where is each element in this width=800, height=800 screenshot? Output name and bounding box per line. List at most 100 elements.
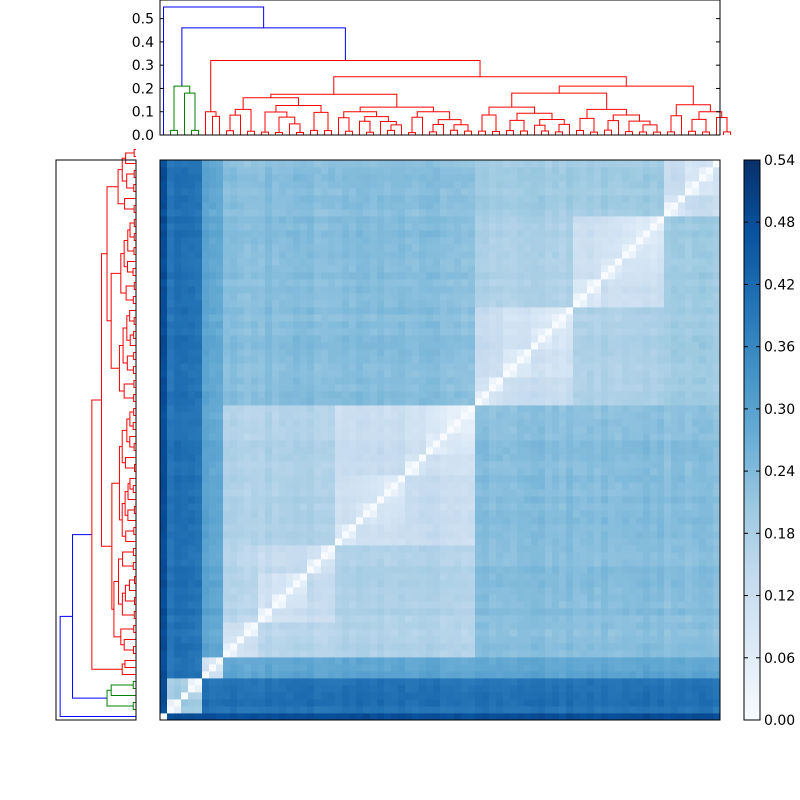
heatmap-cell <box>419 496 427 504</box>
heatmap-cell <box>321 594 329 602</box>
heatmap-cell <box>629 440 637 448</box>
heatmap-cell <box>209 461 217 469</box>
heatmap-cell <box>454 531 462 539</box>
heatmap-cell <box>412 363 420 371</box>
heatmap-cell <box>657 468 665 476</box>
heatmap-cell <box>615 678 623 686</box>
heatmap-cell <box>608 713 616 721</box>
heatmap-cell <box>426 461 434 469</box>
heatmap-cell <box>629 622 637 630</box>
heatmap-cell <box>391 685 399 693</box>
heatmap-cell <box>412 524 420 532</box>
heatmap-cell <box>349 447 357 455</box>
heatmap-cell <box>482 510 490 518</box>
heatmap-cell <box>405 321 413 329</box>
heatmap-cell <box>552 594 560 602</box>
heatmap-cell <box>167 419 175 427</box>
heatmap-cell <box>209 524 217 532</box>
heatmap-cell <box>482 692 490 700</box>
heatmap-cell <box>195 405 203 413</box>
heatmap-cell <box>650 307 658 315</box>
heatmap-cell <box>685 678 693 686</box>
heatmap-cell <box>258 664 266 672</box>
heatmap-cell <box>489 510 497 518</box>
heatmap-cell <box>454 405 462 413</box>
heatmap-cell <box>377 552 385 560</box>
heatmap-cell <box>489 650 497 658</box>
heatmap-cell <box>503 363 511 371</box>
heatmap-cell <box>286 342 294 350</box>
heatmap-cell <box>419 461 427 469</box>
heatmap-cell <box>370 314 378 322</box>
heatmap-cell <box>160 713 168 721</box>
heatmap-cell <box>545 601 553 609</box>
heatmap-cell <box>524 475 532 483</box>
heatmap-cell <box>468 293 476 301</box>
heatmap-cell <box>657 552 665 560</box>
heatmap-cell <box>335 538 343 546</box>
heatmap-cell <box>678 349 686 357</box>
heatmap-cell <box>489 286 497 294</box>
heatmap-cell <box>461 489 469 497</box>
heatmap-cell <box>167 405 175 413</box>
heatmap-cell <box>223 622 231 630</box>
heatmap-cell <box>671 678 679 686</box>
heatmap-cell <box>531 356 539 364</box>
heatmap-cell <box>391 545 399 553</box>
heatmap-cell <box>713 433 721 441</box>
heatmap-cell <box>622 447 630 455</box>
heatmap-cell <box>503 650 511 658</box>
heatmap-cell <box>405 433 413 441</box>
heatmap-cell <box>356 657 364 665</box>
heatmap-cell <box>510 566 518 574</box>
heatmap-cell <box>356 279 364 287</box>
heatmap-cell <box>237 552 245 560</box>
heatmap-cell <box>566 482 574 490</box>
heatmap-cell <box>545 566 553 574</box>
heatmap-cell <box>174 531 182 539</box>
heatmap-cell <box>328 342 336 350</box>
heatmap-cell <box>692 664 700 672</box>
heatmap-cell <box>167 622 175 630</box>
heatmap-cell <box>293 342 301 350</box>
heatmap-cell <box>552 377 560 385</box>
heatmap-cell <box>391 587 399 595</box>
heatmap-cell <box>188 573 196 581</box>
heatmap-cell <box>412 706 420 714</box>
heatmap-cell <box>321 370 329 378</box>
heatmap-cell <box>251 629 259 637</box>
heatmap-cell <box>615 440 623 448</box>
heatmap-cell <box>573 454 581 462</box>
heatmap-cell <box>692 405 700 413</box>
heatmap-cell <box>363 657 371 665</box>
heatmap-cell <box>699 573 707 581</box>
heatmap-cell <box>573 384 581 392</box>
heatmap-cell <box>587 342 595 350</box>
heatmap-cell <box>503 629 511 637</box>
heatmap-cell <box>580 419 588 427</box>
heatmap-cell <box>475 356 483 364</box>
heatmap-cell <box>363 433 371 441</box>
heatmap-cell <box>237 335 245 343</box>
heatmap-cell <box>419 573 427 581</box>
heatmap-cell <box>293 363 301 371</box>
heatmap-cell <box>489 643 497 651</box>
heatmap-cell <box>293 615 301 623</box>
heatmap-cell <box>545 482 553 490</box>
heatmap-cell <box>209 692 217 700</box>
heatmap-cell <box>496 349 504 357</box>
heatmap-cell <box>587 657 595 665</box>
heatmap-cell <box>230 454 238 462</box>
heatmap-cell <box>265 475 273 483</box>
heatmap-cell <box>524 538 532 546</box>
heatmap-cell <box>384 510 392 518</box>
heatmap-cell <box>636 419 644 427</box>
heatmap-cell <box>538 426 546 434</box>
heatmap-cell <box>223 321 231 329</box>
heatmap-cell <box>195 608 203 616</box>
heatmap-cell <box>377 293 385 301</box>
heatmap-cell <box>713 377 721 385</box>
heatmap-cell <box>510 678 518 686</box>
heatmap-cell <box>461 468 469 476</box>
heatmap-cell <box>559 538 567 546</box>
